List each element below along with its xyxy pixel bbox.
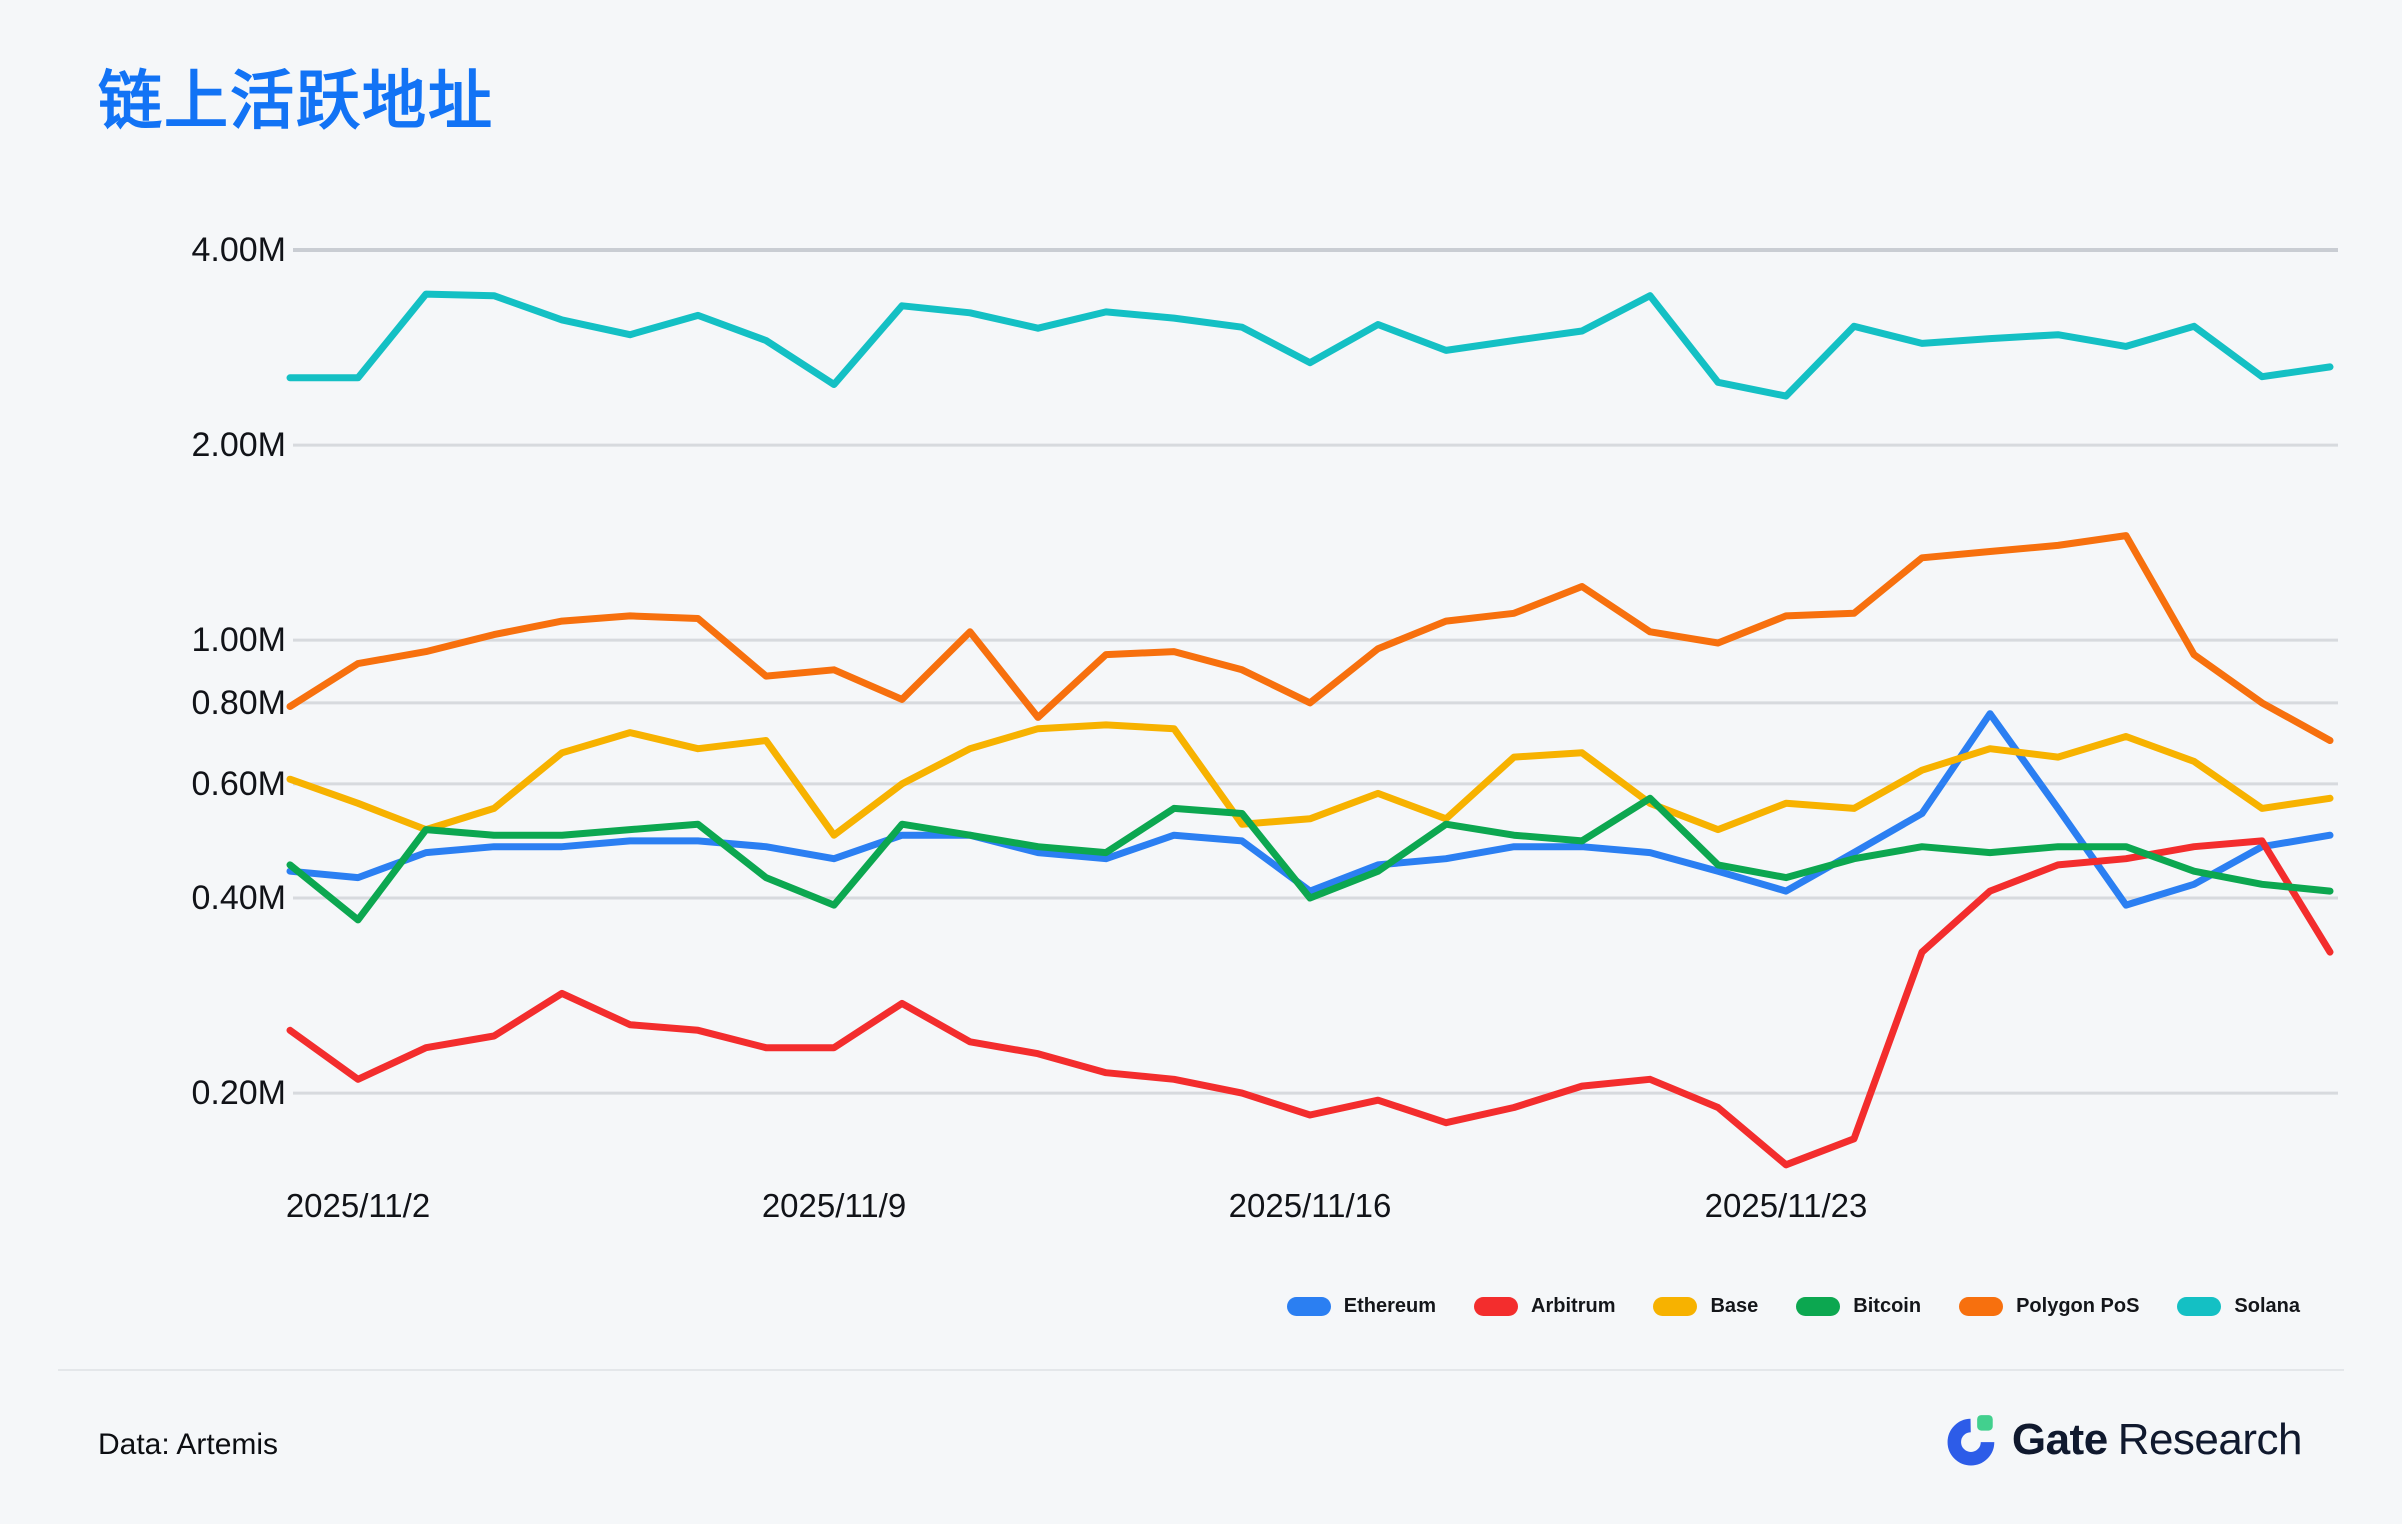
- legend-label: Arbitrum: [1531, 1295, 1616, 1317]
- x-tick-label: 2025/11/23: [1704, 1187, 1868, 1224]
- legend-item-bitcoin[interactable]: Bitcoin: [1796, 1295, 1921, 1318]
- legend-item-ethereum[interactable]: Ethereum: [1286, 1295, 1437, 1318]
- x-tick-label: 2025/11/16: [1228, 1187, 1392, 1224]
- gate-research-wordmark: Gate Research: [2011, 1415, 2303, 1465]
- legend-label: Ethereum: [1343, 1295, 1437, 1317]
- brand-name-bold: Gate: [2011, 1415, 2108, 1464]
- x-tick-label: 2025/11/2: [285, 1187, 431, 1224]
- y-tick-label: 0.40M: [191, 879, 287, 917]
- legend-label: Bitcoin: [1853, 1295, 1922, 1317]
- legend-label: Base: [1710, 1295, 1759, 1317]
- line-bitcoin: [286, 794, 2334, 924]
- y-tick-label: 0.80M: [191, 683, 287, 722]
- gate-logo-icon: [1947, 1415, 1995, 1466]
- legend-item-arbitrum[interactable]: Arbitrum: [1474, 1295, 1615, 1318]
- chart-legend: Ethereum Arbitrum Base Bitcoin Polygon PoS So…: [1286, 1295, 2300, 1318]
- line-polygon-pos: [286, 532, 2334, 744]
- y-tick-label: 0.20M: [191, 1074, 287, 1113]
- data-source-label: Data: Artemis: [98, 1428, 279, 1461]
- footer-divider: [58, 1369, 2344, 1371]
- legend-label: Polygon PoS: [2016, 1295, 2140, 1317]
- legend-swatch: [1474, 1297, 1519, 1316]
- page-title: 链上活跃地址: [98, 65, 494, 137]
- gate-research-logo: Gate Research: [1946, 1413, 2303, 1467]
- brand-name-regular: Research: [2117, 1415, 2303, 1464]
- legend-item-solana[interactable]: Solana: [2177, 1295, 2300, 1318]
- line-base: [286, 721, 2334, 839]
- line-ethereum: [286, 710, 2334, 909]
- legend-swatch: [1959, 1297, 2004, 1316]
- y-tick-label: 0.60M: [191, 764, 287, 803]
- legend-swatch: [1286, 1297, 1331, 1316]
- legend-item-polygon-pos[interactable]: Polygon PoS: [1959, 1295, 2139, 1318]
- legend-item-base[interactable]: Base: [1653, 1295, 1758, 1318]
- line-solana: [286, 290, 2334, 400]
- y-tick-label: 1.00M: [191, 621, 287, 660]
- legend-label: Solana: [2234, 1295, 2300, 1317]
- line-arbitrum: [286, 837, 2334, 1169]
- legend-swatch: [1796, 1297, 1841, 1316]
- y-tick-label: 4.00M: [191, 231, 287, 269]
- x-tick-label: 2025/11/9: [761, 1187, 907, 1224]
- legend-swatch: [1653, 1297, 1698, 1316]
- legend-swatch: [2177, 1297, 2222, 1316]
- y-tick-label: 2.00M: [191, 426, 287, 465]
